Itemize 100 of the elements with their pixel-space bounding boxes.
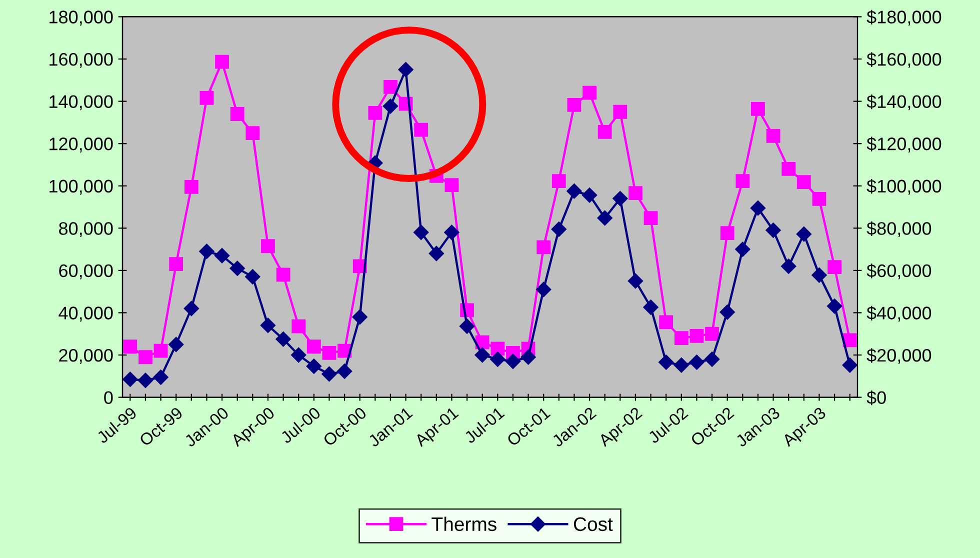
y2-tick-label: $120,000 [866, 136, 942, 152]
legend-label: Therms [432, 516, 496, 532]
point [428, 246, 444, 262]
y-tick-label: 80,000 [59, 222, 113, 238]
point [782, 162, 796, 176]
point [214, 248, 230, 264]
point [674, 331, 688, 346]
point [628, 273, 644, 289]
point [276, 268, 290, 282]
y2-tick-label: $40,000 [866, 306, 932, 322]
point [475, 335, 490, 350]
point [138, 372, 154, 388]
point [215, 54, 229, 69]
point [659, 315, 674, 330]
y2-tick-label: $100,000 [866, 179, 942, 195]
y2-tick-label: $0 [866, 390, 886, 406]
point [796, 175, 811, 190]
point [184, 300, 199, 316]
y-tick-label: 60,000 [59, 264, 113, 280]
point [459, 318, 475, 334]
point [612, 190, 628, 206]
point [184, 180, 198, 194]
point [720, 304, 735, 320]
point [382, 98, 398, 114]
point [536, 282, 552, 298]
y-tick-label: 100,000 [50, 180, 113, 195]
point [826, 298, 842, 314]
point [474, 347, 490, 363]
point [674, 358, 689, 373]
point [200, 90, 214, 105]
point [230, 260, 245, 276]
point [322, 346, 336, 360]
point [153, 370, 168, 385]
point [444, 224, 460, 240]
point [336, 364, 352, 379]
point [766, 129, 780, 143]
y-tick-label: 120,000 [50, 138, 113, 152]
point [766, 222, 781, 238]
point [414, 224, 429, 240]
point [490, 342, 505, 356]
point [643, 300, 658, 315]
point [261, 239, 275, 254]
point [597, 210, 612, 226]
point [613, 104, 628, 119]
point [245, 269, 260, 284]
point [796, 226, 812, 242]
point [138, 350, 152, 364]
y2-tick-label: $20,000 [866, 348, 932, 364]
y2-tick-label: $80,000 [866, 221, 932, 238]
point [750, 200, 766, 216]
point [122, 372, 138, 387]
point [536, 240, 551, 254]
point [154, 344, 168, 358]
point [735, 242, 750, 257]
point [490, 352, 506, 367]
y-tick-label: 20,000 [59, 348, 113, 364]
point [628, 186, 642, 200]
y-tick-label: 40,000 [58, 306, 113, 322]
y2-tick-label: $60,000 [866, 264, 932, 280]
point [292, 319, 306, 334]
point [582, 86, 596, 100]
point [398, 62, 414, 78]
point [520, 350, 536, 365]
point [551, 222, 566, 237]
point [812, 268, 827, 283]
point [199, 244, 214, 259]
point [658, 354, 674, 370]
point [552, 174, 566, 188]
point [368, 106, 382, 120]
point [306, 340, 321, 354]
point [306, 358, 322, 374]
point [322, 366, 337, 382]
point [705, 326, 719, 341]
point [704, 352, 720, 367]
point [276, 332, 291, 347]
point [720, 226, 734, 240]
point [736, 174, 750, 188]
point [598, 125, 612, 139]
point [230, 107, 244, 121]
point [812, 192, 826, 206]
point [414, 122, 428, 137]
point [123, 340, 138, 354]
point [444, 178, 459, 192]
point [246, 126, 260, 140]
y2-tick-label: $140,000 [866, 94, 942, 110]
y2-tick-label: $180,000 [866, 10, 942, 26]
point [168, 336, 184, 352]
point [842, 358, 858, 373]
y-tick-label: 0 [104, 391, 113, 404]
point [352, 309, 368, 325]
point [566, 184, 582, 199]
point [384, 80, 398, 94]
legend-label: Cost [574, 517, 613, 532]
point [260, 318, 276, 333]
point [644, 211, 658, 225]
y-tick-label: 180,000 [50, 10, 113, 26]
point [751, 102, 765, 116]
y2-tick-label: $160,000 [866, 52, 942, 68]
point [690, 329, 704, 343]
point [169, 257, 184, 272]
